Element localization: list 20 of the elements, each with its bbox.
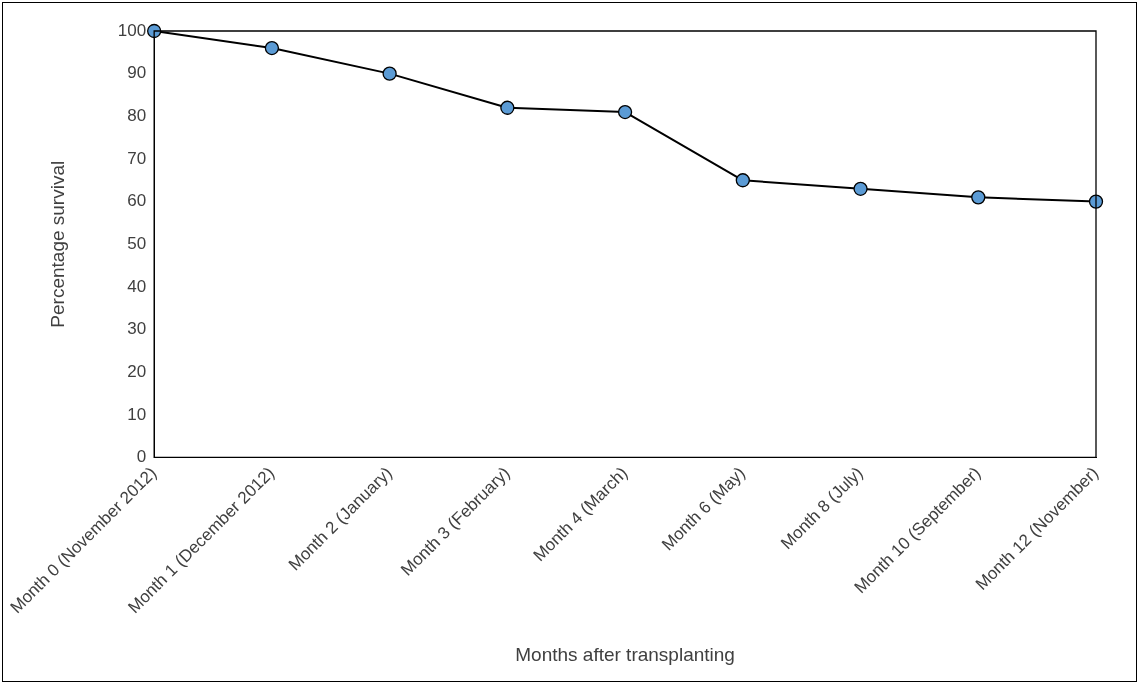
y-tick-label: 20 — [127, 361, 147, 381]
point — [500, 100, 515, 115]
y-tick-label: 70 — [127, 148, 147, 168]
point — [264, 40, 280, 56]
y-tick-label: 0 — [136, 447, 147, 467]
point — [735, 173, 750, 188]
y-tick-label: 10 — [127, 404, 147, 424]
y-tick-label: 40 — [127, 276, 147, 296]
point — [971, 190, 986, 205]
point — [853, 181, 868, 196]
point — [617, 104, 633, 120]
y-axis-title: Percentage survival — [46, 160, 68, 328]
y-tick-label: 100 — [117, 20, 147, 40]
y-tick-label: 50 — [127, 233, 147, 253]
y-tick-label: 80 — [127, 105, 147, 125]
point — [382, 66, 397, 81]
y-tick-label: 60 — [127, 191, 147, 211]
y-tick-label: 90 — [127, 63, 147, 83]
y-tick-label: 30 — [127, 319, 147, 339]
x-axis-title: Months after transplanting — [515, 643, 735, 665]
